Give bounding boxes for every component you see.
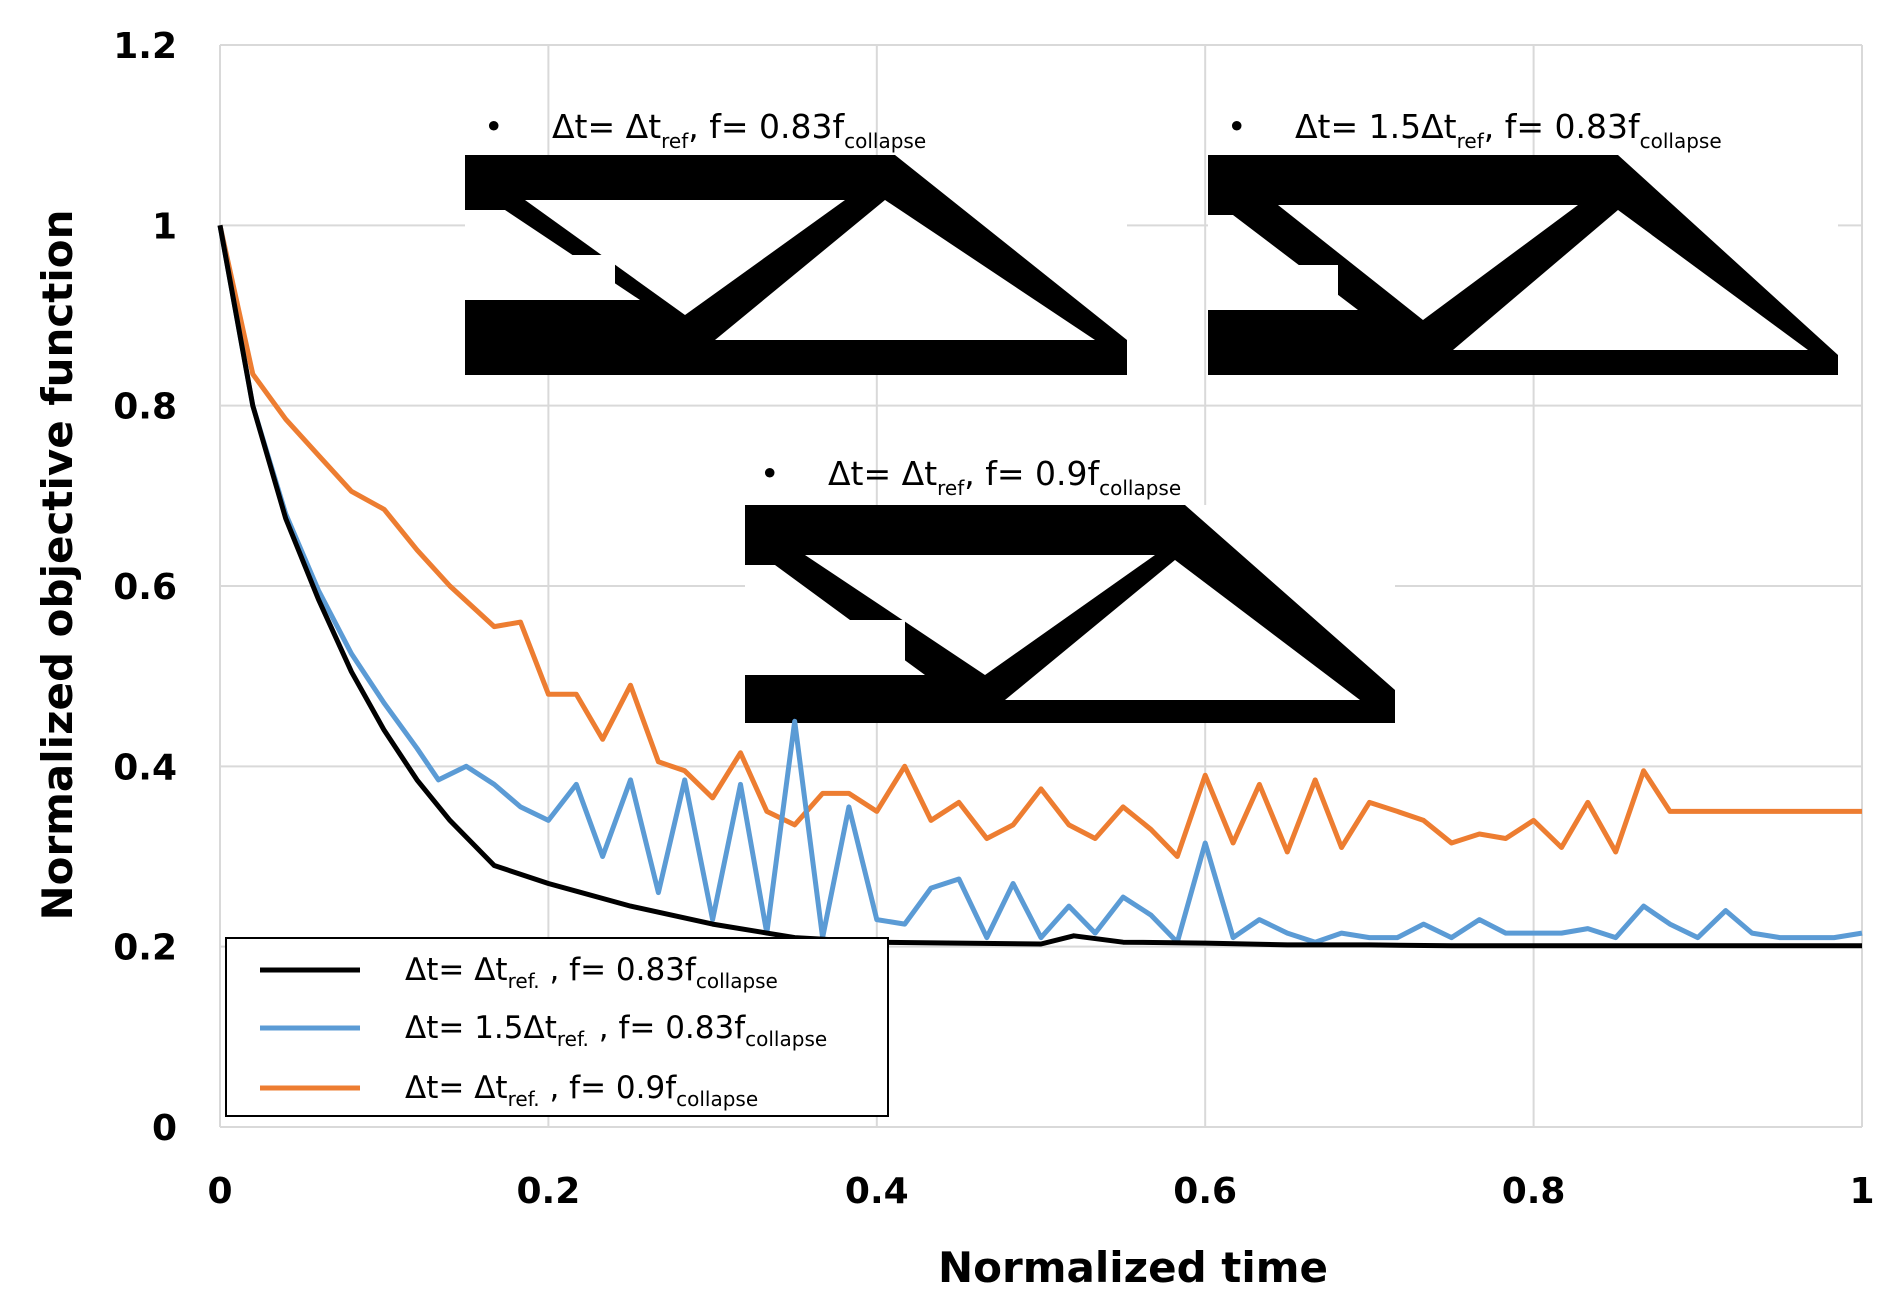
- legend-label-1: Δt= 1.5Δtref. , f= 0.83fcollapse: [405, 1010, 827, 1051]
- y-tick-label: 0.6: [113, 567, 177, 608]
- inset-image-2: [1208, 155, 1838, 375]
- y-tick-label: 0: [152, 1108, 177, 1149]
- y-tick-label: 1.2: [113, 26, 177, 67]
- series-line-1: [217, 224, 1863, 945]
- x-tick-label: 0.6: [1173, 1171, 1237, 1212]
- y-tick-label: 0.4: [113, 747, 177, 788]
- legend-label-2: Δt= Δtref. , f= 0.9fcollapse: [405, 1070, 758, 1111]
- legend-label-0: Δt= Δtref. , f= 0.83fcollapse: [405, 952, 778, 993]
- inset-image-3: [745, 505, 1395, 723]
- inset-label-3: • Δt= Δtref, f= 0.9fcollapse: [760, 454, 1181, 500]
- x-axis-title: Normalized time: [938, 1243, 1328, 1292]
- y-axis-title: Normalized objective function: [33, 209, 82, 920]
- x-tick-label: 1: [1849, 1171, 1874, 1212]
- x-tick-label: 0.2: [517, 1171, 581, 1212]
- y-tick-label: 1: [152, 206, 177, 247]
- inset-label-1: • Δt= Δtref, f= 0.83fcollapse: [484, 107, 926, 153]
- tick-labels: 0 0.2 0.4 0.6 0.8 1 0 0.2 0.4 0.6 0.8 1 1.2: [113, 26, 1874, 1212]
- x-tick-label: 0.4: [845, 1171, 909, 1212]
- legend: Δt= Δtref. , f= 0.83fcollapse Δt= 1.5Δtr…: [225, 937, 889, 1117]
- x-tick-label: 0: [207, 1171, 232, 1212]
- inset-label-2: • Δt= 1.5Δtref, f= 0.83fcollapse: [1227, 107, 1722, 153]
- y-tick-label: 0.8: [113, 387, 177, 428]
- series-line-2: [217, 224, 1862, 859]
- inset-image-1: [465, 155, 1127, 375]
- topology-insets: • Δt= Δtref, f= 0.83fcollapse • Δt= 1.5Δ…: [465, 107, 1838, 723]
- x-tick-label: 0.8: [1502, 1171, 1566, 1212]
- y-tick-label: 0.2: [113, 928, 177, 969]
